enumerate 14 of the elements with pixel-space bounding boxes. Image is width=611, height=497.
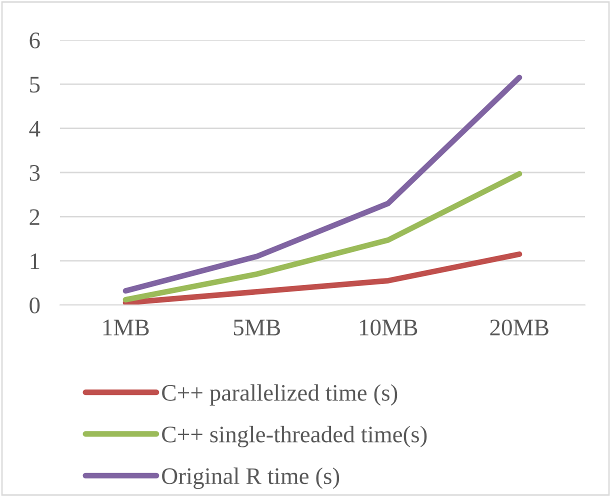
x-tick-label: 1MB — [103, 320, 149, 336]
y-tick-label: 1 — [30, 253, 40, 270]
legend-label: Original R time (s) — [162, 468, 340, 489]
y-tick-label: 0 — [30, 297, 40, 314]
x-tick-label: 5MB — [234, 320, 280, 336]
y-tick-label: 5 — [30, 76, 40, 93]
legend-label: C++ parallelized time (s) — [162, 384, 398, 406]
legend-label: C++ single-threaded time(s) — [162, 426, 427, 448]
y-tick-label: 2 — [30, 209, 40, 225]
x-tick-label: 10MB — [360, 320, 418, 336]
y-tick-label: 4 — [29, 120, 40, 137]
y-tick-label: 6 — [30, 32, 40, 48]
y-tick-label: 3 — [30, 165, 40, 181]
x-tick-label: 20MB — [490, 320, 548, 336]
